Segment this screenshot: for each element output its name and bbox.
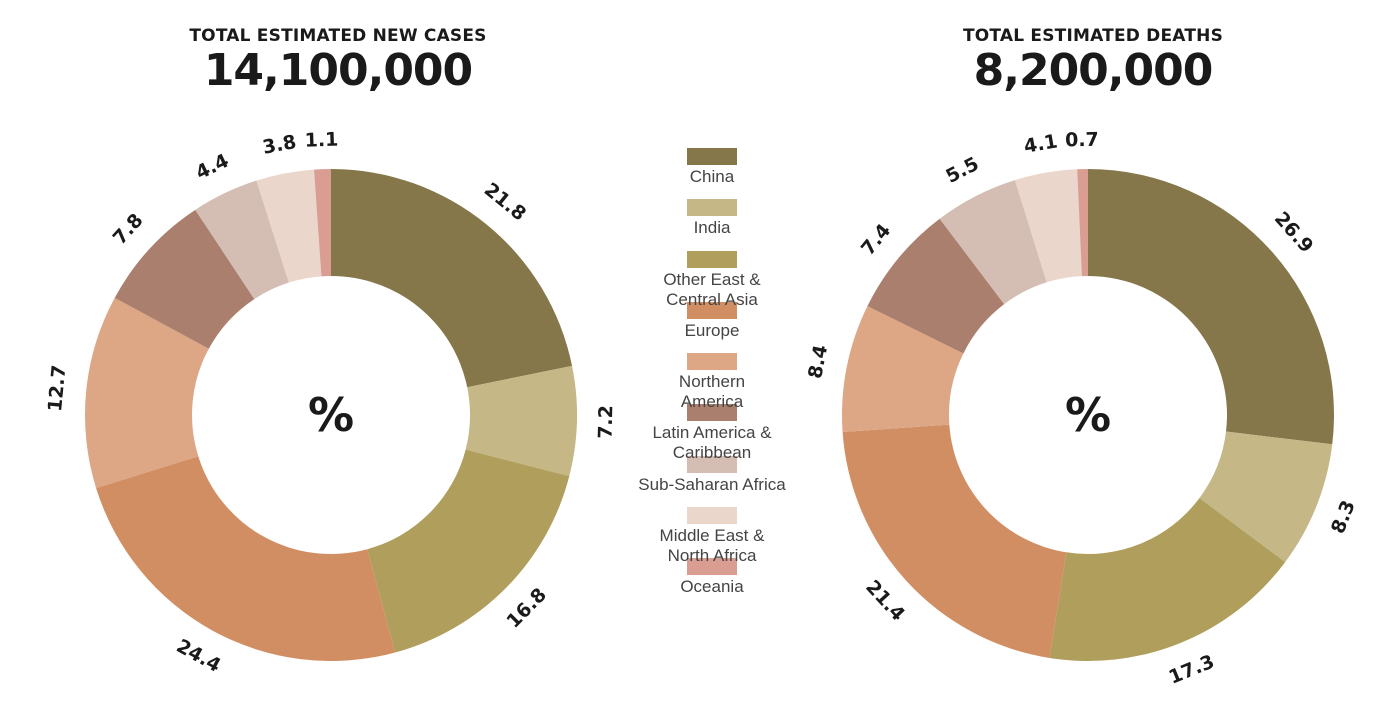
cases-slice-label: 1.1 — [304, 129, 338, 152]
deaths-slice-label: 4.1 — [1022, 130, 1059, 157]
cases-chart-total: 14,100,000 — [203, 45, 473, 96]
legend-swatch — [687, 199, 737, 217]
deaths-chart-title-block: TOTAL ESTIMATED DEATHS 8,200,000 — [843, 26, 1343, 96]
cases-slice — [96, 456, 396, 662]
legend-swatch — [687, 301, 737, 319]
legend-label: Northern America — [678, 372, 746, 412]
legend-item: Latin America & Caribbean — [612, 404, 812, 462]
deaths-slice — [1088, 169, 1334, 445]
deaths-slice-label: 26.9 — [1270, 208, 1318, 258]
legend-item: Northern America — [612, 353, 812, 411]
deaths-slice — [842, 306, 964, 432]
legend-label: India — [693, 218, 731, 238]
cases-chart-title: TOTAL ESTIMATED NEW CASES — [189, 26, 487, 46]
cases-slice — [85, 297, 209, 489]
deaths-center-label: % — [1065, 388, 1111, 442]
deaths-chart-total: 8,200,000 — [973, 45, 1214, 96]
cases-slice — [195, 180, 289, 300]
legend: China India Other East & Central Asia Europ… — [612, 148, 812, 610]
legend-label: Oceania — [680, 577, 744, 597]
cases-slice — [256, 169, 322, 283]
deaths-slice — [842, 424, 1067, 658]
legend-swatch — [687, 558, 737, 576]
deaths-slice-label: 0.7 — [1065, 129, 1099, 152]
cases-chart-title-block: TOTAL ESTIMATED NEW CASES 14,100,000 — [88, 26, 588, 96]
deaths-slice-label: 5.5 — [942, 153, 982, 188]
legend-item: India — [612, 199, 812, 250]
legend-swatch — [687, 507, 737, 525]
legend-swatch — [687, 404, 737, 422]
legend-swatch — [687, 250, 737, 268]
legend-item: China — [612, 148, 812, 199]
cases-slice — [114, 209, 255, 349]
cases-slice-label: 7.2 — [594, 405, 617, 439]
legend-label: Europe — [684, 320, 740, 340]
deaths-slice — [1014, 169, 1082, 283]
legend-item: Other East & Central Asia — [612, 250, 812, 309]
cases-slice-label: 12.7 — [44, 364, 70, 413]
deaths-slice — [939, 180, 1047, 305]
cases-slice — [331, 169, 573, 388]
legend-item: Europe — [612, 301, 812, 353]
legend-label: China — [689, 167, 735, 186]
cases-slice — [465, 365, 577, 477]
deaths-slice — [1199, 431, 1333, 563]
deaths-chart-title: TOTAL ESTIMATED DEATHS — [962, 26, 1224, 46]
deaths-slice — [1049, 498, 1286, 661]
legend-label: Latin America & Caribbean — [652, 423, 772, 463]
deaths-slice-label: 21.4 — [861, 576, 909, 625]
legend-item: Sub-Saharan Africa — [612, 455, 812, 507]
legend-label: Middle East & North Africa — [659, 526, 765, 566]
cases-slice — [314, 169, 331, 277]
legend-swatch — [687, 455, 737, 473]
legend-item: Middle East & North Africa — [612, 507, 812, 565]
legend-label: Sub-Saharan Africa — [638, 474, 786, 494]
cases-center-label: % — [308, 388, 354, 442]
deaths-slice-label: 17.3 — [1166, 651, 1218, 689]
deaths-slice-label: 8.3 — [1327, 497, 1360, 536]
deaths-slice — [867, 218, 1005, 354]
cases-slice — [367, 449, 570, 653]
legend-swatch — [687, 353, 737, 371]
legend-label: Other East & Central Asia — [663, 269, 761, 309]
legend-item: Oceania — [612, 558, 812, 609]
deaths-slice-label: 7.4 — [857, 220, 895, 260]
deaths-slice — [1077, 169, 1088, 277]
legend-swatch — [687, 148, 737, 165]
